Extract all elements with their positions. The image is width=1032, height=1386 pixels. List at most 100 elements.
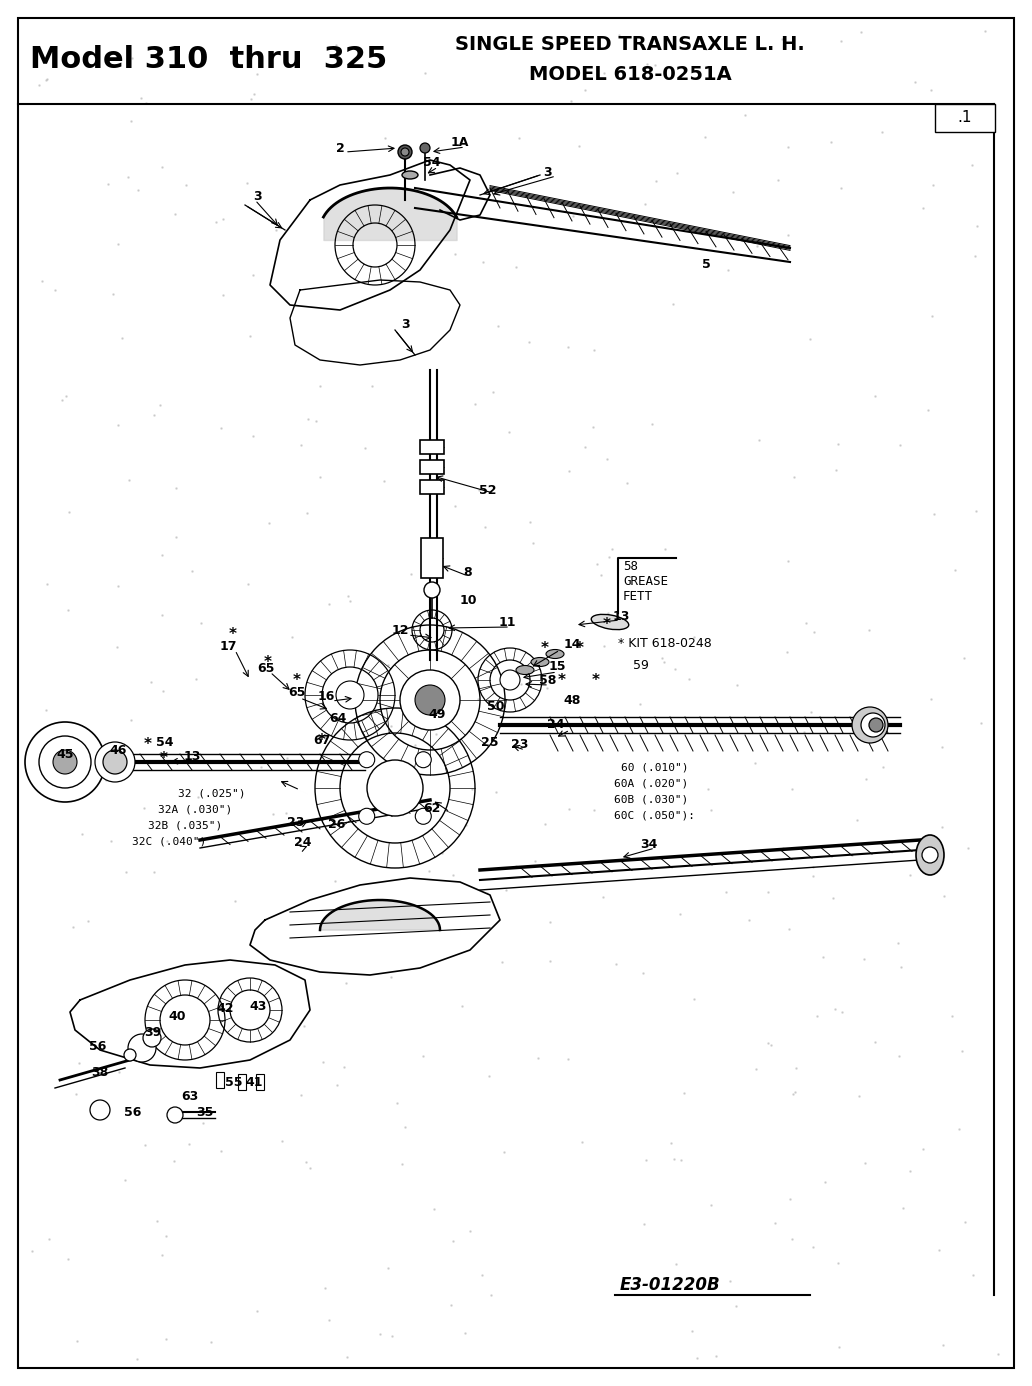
- Polygon shape: [290, 280, 460, 365]
- Point: [342, 590, 358, 613]
- Text: 58
GREASE
FETT: 58 GREASE FETT: [623, 560, 668, 603]
- Circle shape: [128, 1034, 156, 1062]
- Point: [328, 1074, 345, 1096]
- Point: [954, 1040, 970, 1062]
- Point: [279, 747, 295, 769]
- Point: [666, 1148, 682, 1170]
- Point: [956, 647, 972, 669]
- Point: [110, 575, 127, 597]
- Text: * KIT 618-0248: * KIT 618-0248: [618, 638, 712, 650]
- Point: [308, 409, 324, 431]
- Point: [565, 205, 581, 227]
- Point: [560, 798, 577, 821]
- Circle shape: [90, 1100, 110, 1120]
- Point: [834, 1001, 850, 1023]
- Circle shape: [424, 582, 440, 597]
- Point: [646, 54, 663, 76]
- Point: [470, 687, 486, 710]
- Point: [511, 128, 527, 150]
- Point: [60, 599, 76, 621]
- Ellipse shape: [546, 650, 565, 658]
- Point: [174, 1009, 191, 1031]
- Point: [728, 1295, 744, 1317]
- Polygon shape: [70, 960, 310, 1069]
- Point: [323, 930, 340, 952]
- Point: [770, 169, 786, 191]
- Text: *: *: [229, 628, 237, 643]
- Point: [805, 621, 821, 643]
- Point: [241, 324, 258, 346]
- Point: [190, 786, 206, 808]
- Text: 58: 58: [540, 674, 556, 686]
- Point: [861, 620, 877, 642]
- Point: [394, 1153, 411, 1175]
- Point: [109, 636, 126, 658]
- Text: 32B (.035"): 32B (.035"): [148, 821, 222, 830]
- Point: [967, 245, 983, 267]
- Point: [407, 735, 423, 757]
- Text: 39: 39: [144, 1027, 162, 1040]
- Point: [964, 154, 980, 176]
- Circle shape: [869, 718, 883, 732]
- Text: 23: 23: [511, 739, 528, 751]
- Point: [327, 33, 344, 55]
- Point: [111, 1060, 128, 1082]
- Point: [632, 693, 648, 715]
- Text: 49: 49: [428, 707, 446, 721]
- Point: [481, 1064, 497, 1087]
- Point: [427, 723, 444, 746]
- Point: [827, 998, 843, 1020]
- Point: [98, 769, 115, 791]
- Point: [730, 674, 746, 696]
- Point: [542, 949, 558, 972]
- Text: 10: 10: [459, 595, 477, 607]
- Point: [209, 1023, 226, 1045]
- Point: [377, 128, 393, 150]
- Point: [124, 47, 140, 69]
- Point: [463, 778, 480, 800]
- Point: [38, 699, 55, 721]
- Point: [267, 219, 284, 241]
- Point: [668, 1253, 684, 1275]
- Point: [261, 511, 278, 534]
- Point: [824, 132, 840, 154]
- Ellipse shape: [916, 834, 944, 875]
- Point: [853, 21, 870, 43]
- Point: [483, 1283, 499, 1306]
- Ellipse shape: [531, 657, 549, 667]
- Point: [785, 1084, 802, 1106]
- Point: [858, 1152, 874, 1174]
- Point: [132, 87, 149, 109]
- Point: [601, 546, 617, 568]
- Point: [596, 635, 613, 657]
- Circle shape: [415, 685, 445, 715]
- Text: *: *: [160, 751, 168, 766]
- Point: [960, 837, 976, 859]
- Point: [154, 604, 170, 626]
- Point: [741, 909, 757, 931]
- Point: [326, 869, 343, 891]
- Point: [301, 1157, 318, 1179]
- Point: [635, 962, 651, 984]
- Point: [848, 808, 865, 830]
- Point: [296, 1015, 313, 1037]
- Point: [562, 90, 579, 112]
- Point: [508, 855, 524, 877]
- Point: [425, 1198, 442, 1220]
- Point: [901, 1160, 917, 1182]
- Text: 56: 56: [124, 1106, 141, 1119]
- Point: [817, 1171, 834, 1193]
- Point: [493, 951, 510, 973]
- Point: [969, 215, 986, 237]
- Point: [99, 1017, 116, 1040]
- Point: [976, 19, 993, 42]
- Point: [521, 331, 538, 353]
- Point: [147, 861, 163, 883]
- Point: [167, 477, 184, 499]
- Point: [471, 478, 487, 500]
- Text: 17: 17: [219, 640, 236, 654]
- Text: 14: 14: [563, 639, 581, 651]
- Point: [584, 416, 601, 438]
- Circle shape: [922, 847, 938, 863]
- Point: [874, 755, 891, 778]
